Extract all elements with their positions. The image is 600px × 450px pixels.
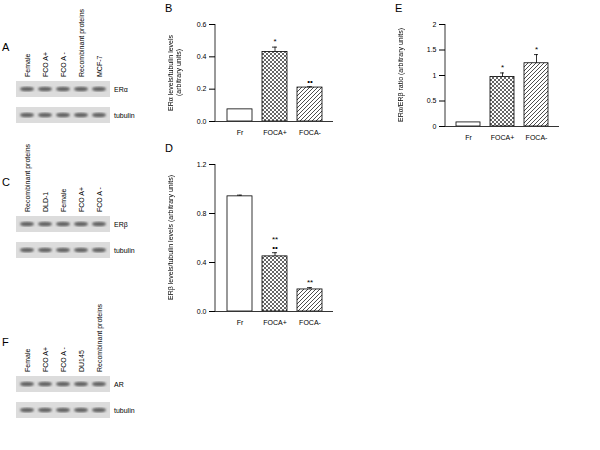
svg-text:*: * — [273, 37, 276, 46]
svg-text:Fr: Fr — [237, 129, 244, 136]
svg-text:0.0: 0.0 — [197, 118, 207, 125]
svg-text:MCF-7: MCF-7 — [96, 56, 103, 77]
svg-text:FCO A+: FCO A+ — [78, 187, 85, 212]
svg-text:1.2: 1.2 — [197, 161, 207, 168]
svg-text:F: F — [2, 336, 9, 348]
svg-text:0.6: 0.6 — [197, 21, 207, 28]
html-text:ERα/ERβ ratio (arbitrary units: ERα/ERβ ratio (arbitrary units) — [397, 28, 404, 122]
html-text:E: E — [395, 2, 403, 14]
svg-text:FCO A -: FCO A - — [60, 51, 67, 77]
svg-text:FOCA+: FOCA+ — [491, 134, 515, 141]
svg-text:Fr: Fr — [465, 134, 472, 141]
svg-text:0.4: 0.4 — [197, 53, 207, 60]
svg-text:2: 2 — [433, 21, 437, 28]
svg-text:FOCA+: FOCA+ — [263, 319, 287, 326]
svg-text:ERβ: ERβ — [114, 221, 128, 229]
svg-text:**: ** — [307, 278, 313, 287]
svg-text:FOCA-: FOCA- — [299, 319, 321, 326]
html-text:B: B — [165, 2, 173, 14]
svg-text:*: * — [501, 63, 504, 72]
svg-text:Female: Female — [24, 54, 31, 77]
svg-text:AR: AR — [114, 381, 124, 388]
svg-text:0.2: 0.2 — [197, 85, 207, 92]
svg-text:ERα: ERα — [114, 86, 128, 93]
svg-text:0.4: 0.4 — [197, 259, 207, 266]
svg-text:0.8: 0.8 — [197, 210, 207, 217]
svg-text:FCO A+: FCO A+ — [42, 347, 49, 372]
svg-text:Female: Female — [60, 189, 67, 212]
svg-text:Recombinant proteins: Recombinant proteins — [24, 143, 32, 212]
svg-text:FOCA-: FOCA- — [526, 134, 548, 141]
svg-text:tubulin: tubulin — [114, 247, 135, 254]
html-text:ERβ levels/tubulin levels (arb: ERβ levels/tubulin levels (arbitrary uni… — [167, 175, 174, 300]
svg-text:••: •• — [307, 77, 313, 86]
svg-text:FCO A -: FCO A - — [60, 346, 67, 372]
svg-text:DLD-1: DLD-1 — [42, 192, 49, 212]
svg-text:FCO A+: FCO A+ — [42, 52, 49, 77]
svg-text:*: * — [535, 45, 538, 54]
svg-text:Female: Female — [24, 349, 31, 372]
html-text:D: D — [165, 142, 173, 154]
html-text:ERα levels/tubulin levels (arb: ERα levels/tubulin levels (arbitrary uni… — [167, 34, 182, 111]
svg-text:FCO A -: FCO A - — [96, 186, 103, 212]
svg-text:FOCA+: FOCA+ — [263, 129, 287, 136]
svg-text:FOCA-: FOCA- — [299, 129, 321, 136]
svg-text:C: C — [2, 176, 10, 188]
svg-text:A: A — [2, 41, 10, 53]
svg-text:Fr: Fr — [237, 319, 244, 326]
svg-text:Recombinant proteins: Recombinant proteins — [96, 303, 104, 372]
svg-text:Recombinant proteins: Recombinant proteins — [78, 8, 86, 77]
svg-text:DU145: DU145 — [78, 350, 85, 372]
svg-text:1.5: 1.5 — [427, 46, 437, 53]
svg-text:0.5: 0.5 — [427, 97, 437, 104]
svg-text:0: 0 — [433, 123, 437, 130]
svg-text:**••: **•• — [272, 235, 278, 252]
svg-text:tubulin: tubulin — [114, 112, 135, 119]
svg-text:1: 1 — [433, 72, 437, 79]
svg-text:tubulin: tubulin — [114, 407, 135, 414]
svg-text:0.0: 0.0 — [197, 308, 207, 315]
